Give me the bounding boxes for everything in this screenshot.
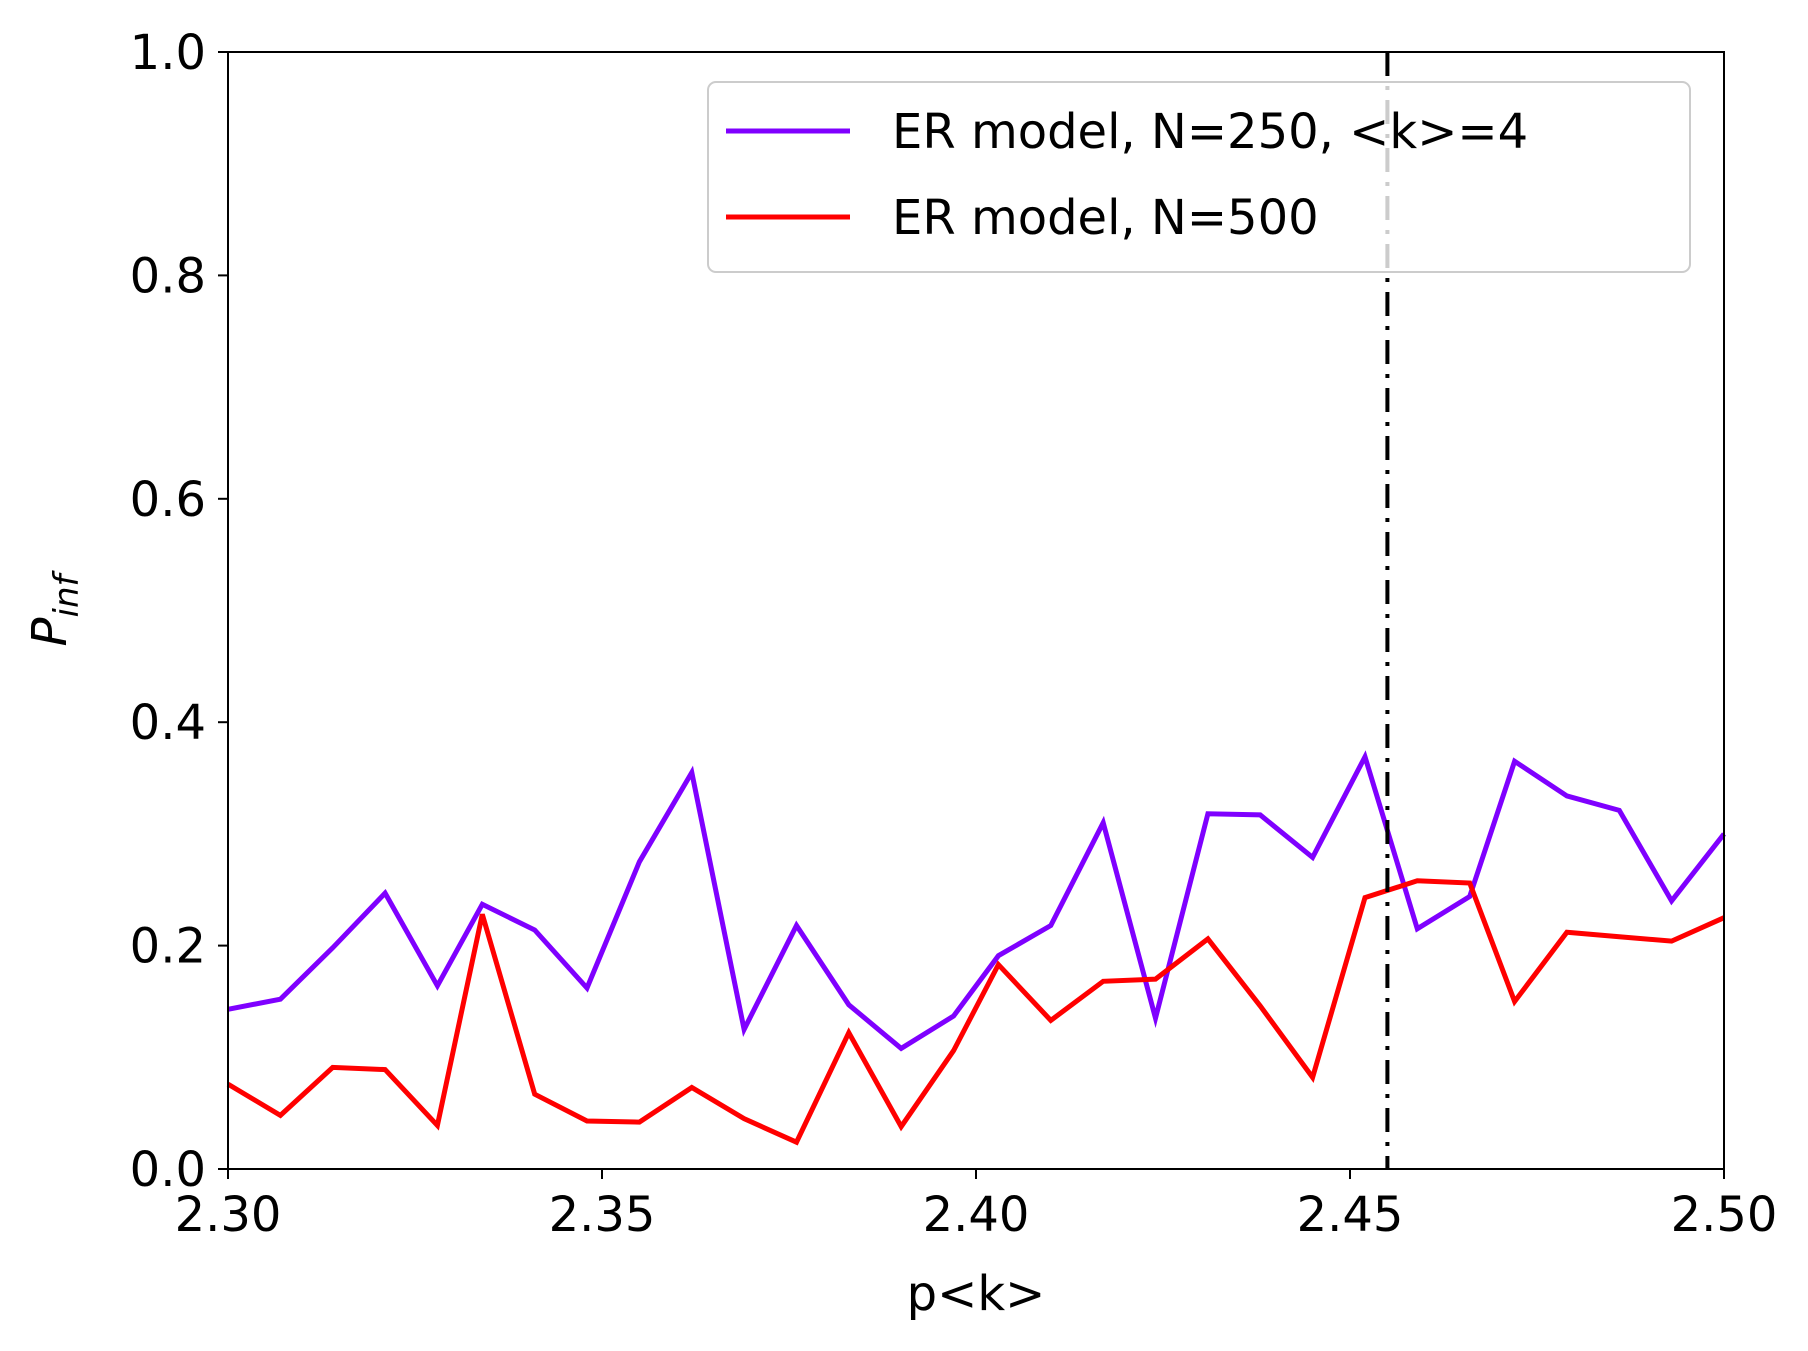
- y-axis-title: Pinf: [22, 570, 87, 647]
- x-axis-title: p<k>: [907, 1266, 1046, 1322]
- series-line-1: [226, 878, 1726, 1146]
- x-tick-label: 2.50: [1671, 1187, 1778, 1243]
- x-tick-label: 2.30: [175, 1187, 282, 1243]
- y-tick-label: 0.0: [130, 1142, 206, 1198]
- series-layer: [226, 750, 1726, 1146]
- legend-label-er-250: ER model, N=250, <k>=4: [892, 104, 1528, 160]
- tick-layer: 2.30 2.35 2.40 2.45 2.50 0.0 0.2 0.4 0.6 0.8 1.0: [130, 25, 1778, 1243]
- x-tick-label: 2.40: [923, 1187, 1030, 1243]
- legend: ER model, N=250, <k>=4 ER model, N=500: [707, 81, 1691, 273]
- y-tick-label: 0.4: [130, 695, 206, 751]
- x-tick-label: 2.45: [1297, 1187, 1404, 1243]
- y-tick-label: 0.6: [130, 472, 206, 528]
- series-line-0: [227, 750, 1726, 1052]
- y-axis-title-main: P: [22, 617, 78, 646]
- y-tick-label: 0.8: [130, 248, 206, 304]
- x-tick-label: 2.35: [549, 1187, 656, 1243]
- y-axis-title-subscript: inf: [47, 570, 87, 618]
- legend-box: [707, 81, 1691, 273]
- y-tick-label: 0.2: [130, 919, 206, 975]
- y-tick-label: 1.0: [130, 25, 206, 81]
- legend-label-er-500: ER model, N=500: [892, 190, 1319, 246]
